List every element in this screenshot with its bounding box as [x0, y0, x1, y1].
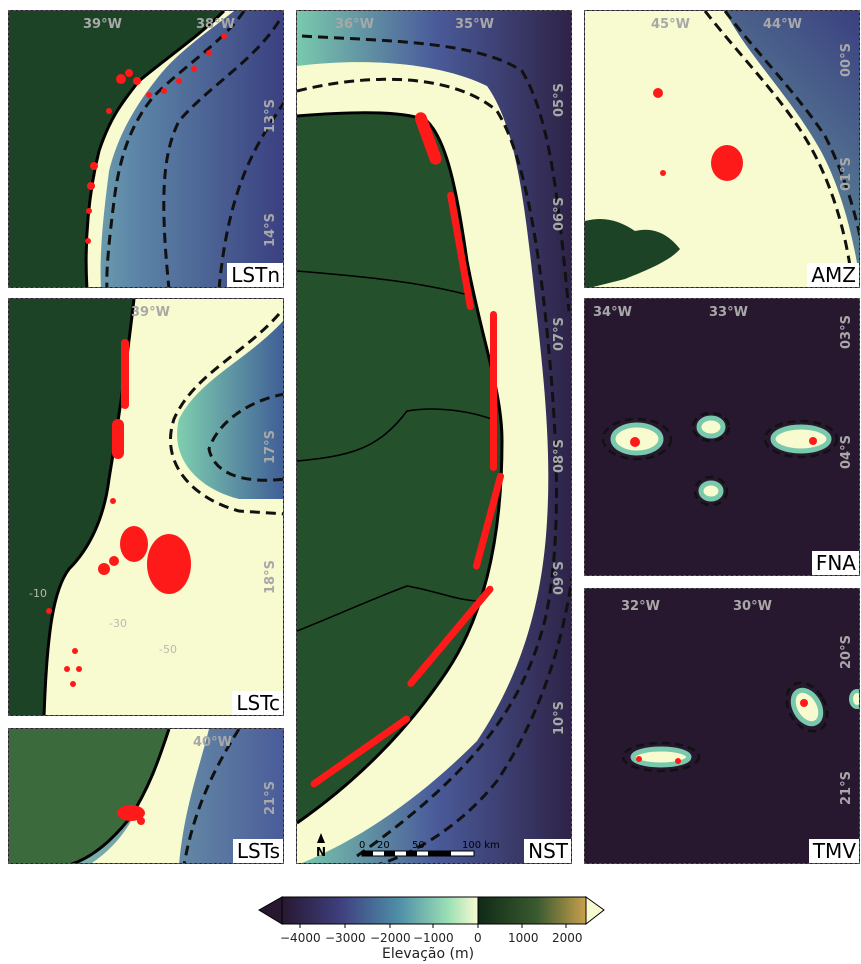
colorbar-title: Elevação (m) — [382, 946, 475, 962]
lon-tick: 38°W — [196, 17, 235, 32]
scale-tick: 20 — [377, 840, 390, 851]
land-mass — [9, 299, 134, 715]
lon-tick: 33°W — [709, 305, 748, 320]
lat-tick: 18°S — [263, 560, 278, 594]
amz-map — [585, 11, 859, 287]
lat-tick: 14°S — [263, 213, 278, 247]
fna-map — [585, 299, 859, 575]
map-panel-lstc: 39°W 17°S 18°S -10 -30 -50 LSTc — [8, 298, 284, 716]
north-arrow-icon — [317, 833, 325, 843]
colorbar-tick-label: 1000 — [508, 931, 539, 945]
panel-label: TMV — [808, 839, 859, 863]
lon-tick: 30°W — [733, 599, 772, 614]
lon-tick: 39°W — [131, 305, 170, 320]
survey-points — [310, 112, 505, 788]
lstn-map — [9, 11, 283, 287]
lon-tick: 39°W — [83, 17, 122, 32]
survey-points — [653, 88, 743, 181]
map-panel-lsts: 40°W 21°S LSTs — [8, 728, 284, 864]
map-panel-tmv: 32°W 30°W 20°S 21°S TMV — [584, 588, 860, 864]
map-panel-amz: 45°W 44°W 00°S 01°S AMZ — [584, 10, 860, 288]
survey-points — [85, 33, 227, 244]
lat-tick: 21°S — [839, 771, 854, 805]
survey-points — [630, 437, 817, 447]
lat-tick: 00°S — [839, 43, 854, 77]
colorbar-ticks — [299, 924, 567, 928]
lon-tick: 35°W — [455, 17, 494, 32]
lon-tick: 36°W — [335, 17, 374, 32]
contour-label: -30 — [109, 617, 127, 630]
panel-label: AMZ — [807, 263, 859, 287]
lat-tick: 17°S — [263, 430, 278, 464]
lon-tick: 44°W — [763, 17, 802, 32]
colorbar: −4000 −3000 −2000 −1000 0 1000 2000 Elev… — [256, 894, 606, 964]
colorbar-tick-label: −3000 — [325, 931, 366, 945]
lat-tick: 06°S — [552, 197, 567, 231]
survey-points — [46, 339, 191, 687]
contour-label: -10 — [29, 587, 47, 600]
panel-label: LSTn — [227, 263, 283, 287]
lon-tick: 45°W — [651, 17, 690, 32]
lat-tick: 13°S — [263, 99, 278, 133]
colorbar-tick-label: 0 — [474, 931, 482, 945]
land-mass — [585, 219, 680, 287]
nst-map — [297, 11, 571, 863]
lon-tick: 34°W — [593, 305, 632, 320]
map-panel-nst: 36°W 35°W 05°S 06°S 07°S 08°S 09°S 10°S … — [296, 10, 572, 864]
scale-bar — [361, 850, 475, 857]
lat-tick: 04°S — [839, 435, 854, 469]
colorbar-tick-label: 2000 — [552, 931, 583, 945]
panel-label: LSTs — [232, 839, 283, 863]
tmv-map — [585, 589, 859, 863]
map-panel-fna: 34°W 33°W 03°S 04°S FNA — [584, 298, 860, 576]
lat-tick: 10°S — [552, 701, 567, 735]
land-mass — [9, 729, 169, 863]
lon-tick: 40°W — [193, 735, 232, 750]
land-mass — [9, 11, 224, 287]
lat-tick: 21°S — [263, 781, 278, 815]
north-arrow-label: N — [316, 845, 327, 859]
colorbar-tick-label: −2000 — [370, 931, 411, 945]
lat-tick: 07°S — [552, 317, 567, 351]
lat-tick: 05°S — [552, 83, 567, 117]
lat-tick: 09°S — [552, 561, 567, 595]
map-panel-lstn: 39°W 38°W 13°S 14°S LSTn — [8, 10, 284, 288]
survey-points — [117, 805, 145, 825]
scale-tick: 50 — [412, 840, 425, 851]
lon-tick: 32°W — [621, 599, 660, 614]
scale-tick: 0 — [359, 840, 366, 851]
lat-tick: 08°S — [552, 439, 567, 473]
survey-points — [636, 699, 808, 764]
lstc-map — [9, 299, 283, 715]
lat-tick: 20°S — [839, 635, 854, 669]
colorbar-tick-label: −1000 — [413, 931, 454, 945]
panel-label: FNA — [811, 551, 859, 575]
panel-label: LSTc — [232, 691, 283, 715]
lat-tick: 03°S — [839, 315, 854, 349]
colorbar-ramp — [258, 896, 605, 928]
colorbar-tick-label: −4000 — [280, 931, 321, 945]
scale-tick: 100 km — [462, 840, 500, 851]
island-group — [601, 411, 839, 507]
contour-label: -50 — [159, 643, 177, 656]
panel-label: NST — [524, 839, 571, 863]
lat-tick: 01°S — [839, 157, 854, 191]
